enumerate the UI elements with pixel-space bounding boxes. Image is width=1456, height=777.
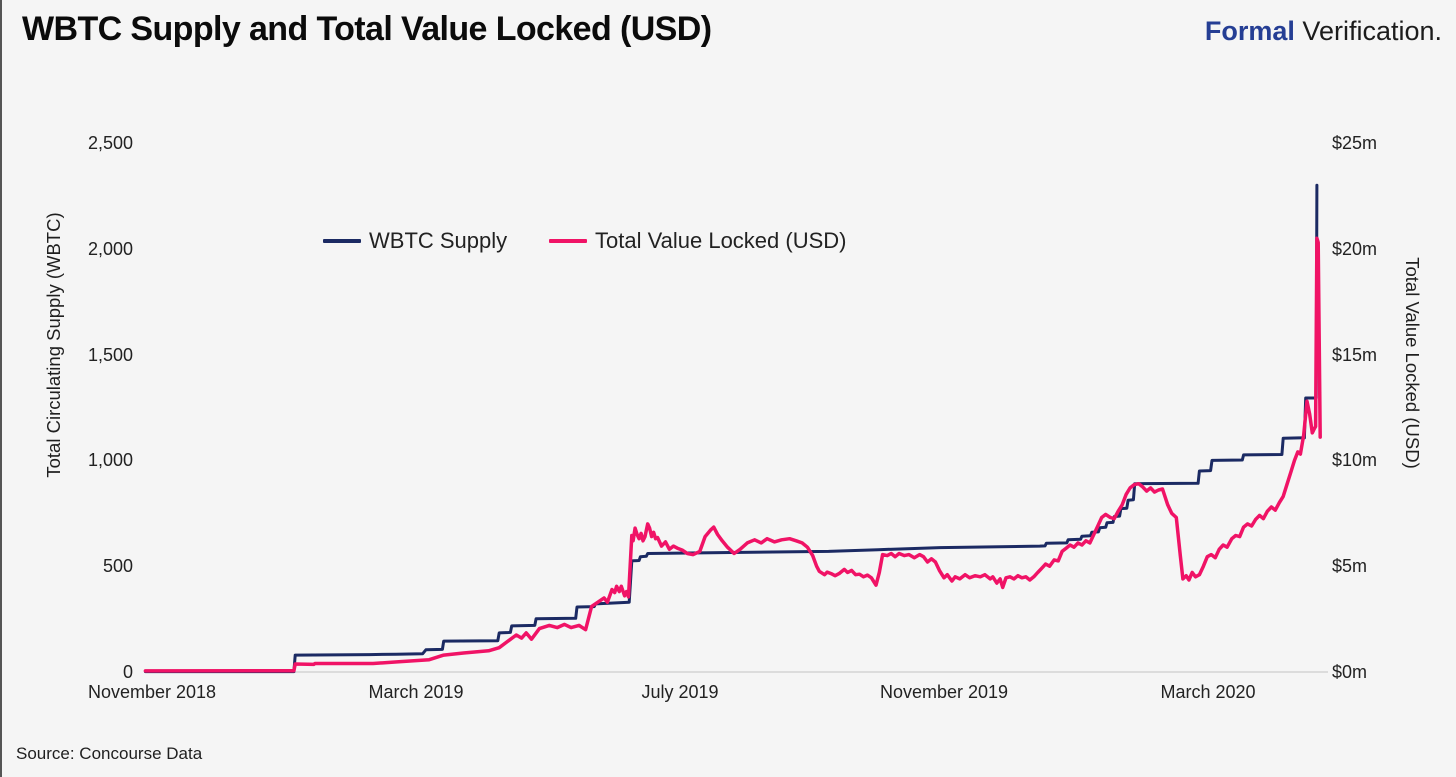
y-right-tick-15m: $15m [1332, 345, 1378, 365]
left-border [0, 0, 2, 777]
y-right-tick-0m: $0m [1332, 662, 1368, 682]
x-axis-line [145, 671, 1328, 673]
legend-label-wbtc-supply: WBTC Supply [369, 228, 508, 253]
y-left-tick-2000: 2,000 [87, 239, 133, 259]
y-left-tick-1000: 1,000 [87, 450, 133, 470]
legend-swatch-tvl [549, 239, 587, 243]
series-total-value-locked [143, 236, 1322, 673]
legend-item-tvl: Total Value Locked (USD) [549, 228, 847, 253]
source-note: Source: Concourse Data [16, 744, 203, 763]
y-left-tick-1500: 1,500 [87, 345, 133, 365]
x-tick-march-2019: March 2019 [368, 682, 464, 702]
y-right-tick-20m: $20m [1332, 239, 1378, 259]
y-right-tick-25m: $25m [1332, 133, 1378, 153]
x-tick-july-2019: July 2019 [641, 682, 719, 702]
x-tick-november-2019: November 2019 [879, 682, 1009, 702]
legend-item-wbtc-supply: WBTC Supply [323, 228, 508, 253]
legend-swatch-wbtc-supply [323, 239, 361, 243]
y-left-tick-500: 500 [102, 556, 133, 576]
page-title: WBTC Supply and Total Value Locked (USD) [22, 10, 712, 48]
y-right-tick-5m: $5m [1332, 556, 1368, 576]
y-right-tick-10m: $10m [1332, 450, 1378, 470]
legend-label-tvl: Total Value Locked (USD) [595, 228, 847, 253]
brand-formal: Formal [1204, 16, 1295, 46]
brand-logo: Formal Verification. [1205, 16, 1442, 47]
x-tick-november-2018: November 2018 [87, 682, 217, 702]
x-tick-march-2020: March 2020 [1160, 682, 1256, 702]
brand-verification: Verification. [1302, 16, 1442, 46]
y-left-tick-0: 0 [122, 662, 133, 682]
y-left-tick-2500: 2,500 [87, 133, 133, 153]
series-wbtc-supply [143, 183, 1319, 674]
